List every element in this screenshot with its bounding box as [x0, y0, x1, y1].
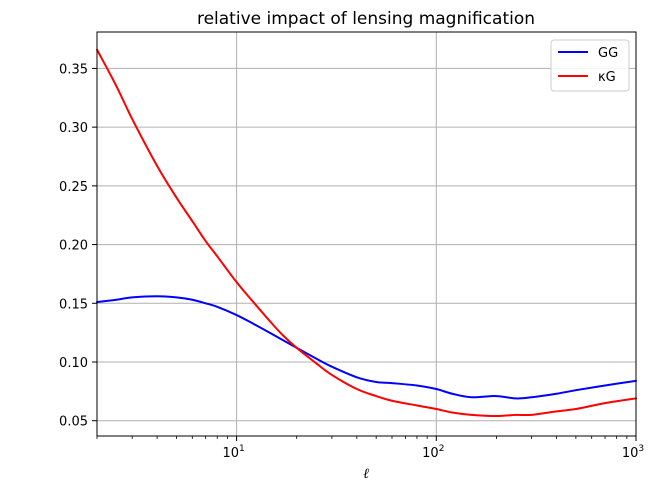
y-tick-label: 0.25 [59, 180, 88, 195]
y-tick-label: 0.20 [59, 239, 88, 254]
chart-title: relative impact of lensing magnification [197, 9, 535, 29]
x-tick-label: 102 [422, 444, 444, 461]
grid-lines [97, 32, 637, 436]
y-tick-label: 0.10 [59, 356, 88, 371]
plot-frame [96, 31, 637, 437]
y-tick-label: 0.30 [59, 121, 88, 136]
y-tick-label: 0.15 [59, 297, 88, 312]
y-tick-label: 0.35 [59, 62, 88, 77]
legend-label-kappa-g: κG [598, 70, 616, 85]
legend-label-gg: GG [598, 46, 618, 61]
x-axis-label: ℓ [363, 466, 369, 482]
x-tick-label: 101 [222, 444, 244, 461]
axis-ticks: 101 102 103 0.05 0.10 0.15 0.20 0.25 0.30 0.35 [59, 62, 644, 461]
series-line-kappa-g [96, 48, 637, 418]
legend: GG κG [550, 39, 630, 92]
series-lines [96, 48, 637, 418]
x-tick-label: 103 [622, 444, 644, 461]
y-tick-label: 0.05 [59, 415, 88, 430]
series-line-gg [96, 295, 637, 400]
